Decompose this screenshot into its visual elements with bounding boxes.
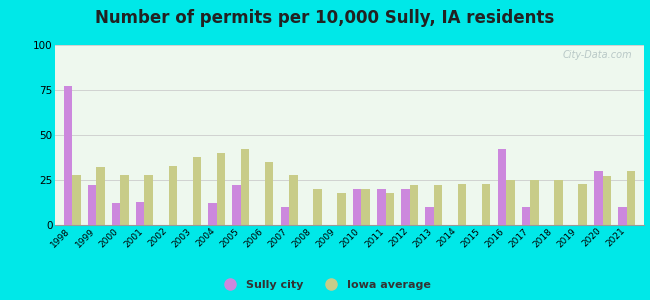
Bar <box>241 149 250 225</box>
Legend: Sully city, Iowa average: Sully city, Iowa average <box>215 276 435 294</box>
Bar <box>88 185 96 225</box>
Bar <box>144 175 153 225</box>
Bar <box>361 189 370 225</box>
Bar <box>603 176 611 225</box>
Bar <box>482 184 490 225</box>
Bar <box>554 180 563 225</box>
Bar <box>578 184 587 225</box>
Bar <box>313 189 322 225</box>
Bar <box>120 175 129 225</box>
Bar <box>353 189 361 225</box>
Bar <box>410 185 418 225</box>
Bar <box>136 202 144 225</box>
Bar <box>498 149 506 225</box>
Bar <box>434 185 442 225</box>
Bar <box>233 185 241 225</box>
Bar <box>530 180 539 225</box>
Bar <box>64 86 72 225</box>
Bar <box>377 189 385 225</box>
Bar <box>168 166 177 225</box>
Bar <box>72 175 81 225</box>
Bar <box>627 171 635 225</box>
Bar <box>618 207 627 225</box>
Bar <box>281 207 289 225</box>
Bar <box>209 203 217 225</box>
Bar <box>425 207 434 225</box>
Bar <box>594 171 603 225</box>
Bar <box>458 184 466 225</box>
Bar <box>265 162 274 225</box>
Bar <box>522 207 530 225</box>
Text: Number of permits per 10,000 Sully, IA residents: Number of permits per 10,000 Sully, IA r… <box>96 9 554 27</box>
Bar <box>385 193 394 225</box>
Bar <box>506 180 515 225</box>
Bar <box>192 157 201 225</box>
Text: City-Data.com: City-Data.com <box>562 50 632 60</box>
Bar <box>217 153 225 225</box>
Bar <box>96 167 105 225</box>
Bar <box>337 193 346 225</box>
Bar <box>401 189 410 225</box>
Bar <box>112 203 120 225</box>
Bar <box>289 175 298 225</box>
